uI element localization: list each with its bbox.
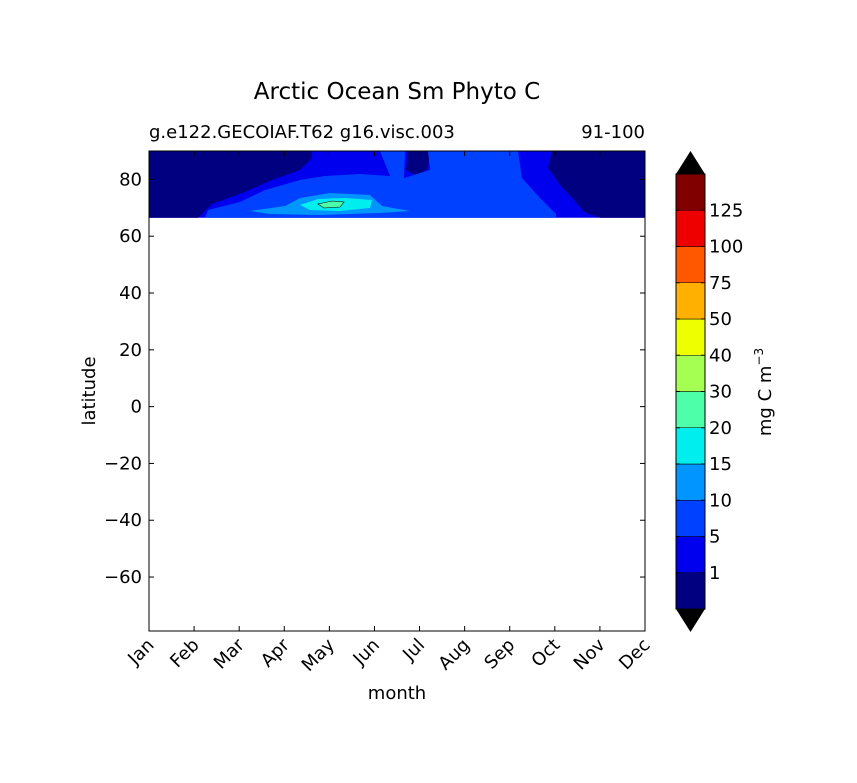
contour-region-5-10 [205, 151, 556, 218]
x-tick-label: Nov [570, 634, 610, 674]
plot-background [149, 151, 645, 631]
x-tick-label: Jun [349, 635, 384, 670]
contour-region-low-winter-late [548, 151, 645, 218]
colorbar-tick-label: 40 [709, 345, 732, 366]
colorbar-tick-label: 20 [709, 418, 732, 439]
colorbar-label: mg C m−3 [752, 348, 776, 436]
y-tick-label: 20 [119, 340, 142, 361]
x-tick-label: Oct [527, 635, 564, 672]
y-tick-label: −20 [104, 453, 142, 474]
colorbar-segment [675, 572, 706, 610]
y-tick-label: −60 [104, 567, 142, 588]
colorbar-tick-label: 1 [709, 563, 720, 584]
colorbar-tick-label: 15 [709, 454, 732, 475]
contour-region-20-30 [317, 200, 345, 209]
x-ticks: Jan Feb Mar Apr May Jun Jul Aug Sep Oct Nov Dec [123, 151, 655, 676]
colorbar-tick-label: 5 [709, 527, 720, 548]
contour-region-low-summer-wedge [406, 151, 430, 176]
plot-frame [148, 150, 646, 632]
colorbar-tick-label: 125 [709, 200, 743, 221]
colorbar-segment [675, 536, 706, 573]
colorbar-label-text: mg C m [755, 366, 776, 437]
x-tick-label: Aug [434, 635, 474, 675]
colorbar-extend-high [676, 151, 705, 174]
chart-title: Arctic Ocean Sm Phyto C [254, 79, 540, 105]
x-axis-label: month [368, 683, 426, 704]
colorbar-segment [675, 500, 706, 537]
x-tick-label: Jan [123, 635, 158, 670]
colorbar-tick-label: 100 [709, 237, 743, 258]
x-tick-label: Jul [398, 635, 429, 666]
colorbar-tick-label: 50 [709, 309, 732, 330]
plot-area: Jan Feb Mar Apr May Jun Jul Aug Sep Oct Nov Dec −60… [104, 150, 655, 676]
subtitle-right: 91-100 [581, 122, 645, 143]
x-tick-label: Feb [166, 635, 203, 672]
y-tick-label: 0 [131, 397, 142, 418]
colorbar-segment [675, 318, 706, 356]
y-tick-label: 60 [119, 226, 142, 247]
y-tick-label: 80 [119, 169, 142, 190]
x-tick-label: Dec [615, 635, 654, 674]
colorbar-segment [675, 427, 706, 465]
subtitle-left: g.e122.GECOIAF.T62 g16.visc.003 [149, 122, 455, 143]
y-ticks: −60 −40 −20 0 20 40 60 80 [104, 169, 645, 588]
colorbar-segment [675, 463, 706, 501]
colorbar-segment [675, 246, 706, 283]
colorbar-tick-label: 30 [709, 382, 732, 403]
contour-layer [149, 151, 645, 218]
colorbar-tick-label: 75 [709, 273, 732, 294]
colorbar-label-exponent: −3 [752, 348, 766, 366]
colorbar-extend-low [676, 609, 705, 632]
y-tick-label: −40 [104, 510, 142, 531]
x-tick-label: May [298, 634, 339, 675]
x-tick-label: Sep [480, 635, 519, 674]
x-tick-label: Mar [210, 634, 249, 673]
colorbar-tick-label: 10 [709, 490, 732, 511]
contour-region-low-winter-early [149, 151, 312, 218]
y-tick-label: 40 [119, 283, 142, 304]
x-tick-label: Apr [257, 634, 294, 671]
colorbar-segment [675, 210, 706, 247]
colorbar-segment [675, 391, 706, 428]
colorbar-segment [675, 173, 706, 211]
colorbar-segment [675, 282, 706, 320]
y-axis-label: latitude [79, 356, 100, 425]
colorbar-segment [675, 355, 706, 392]
